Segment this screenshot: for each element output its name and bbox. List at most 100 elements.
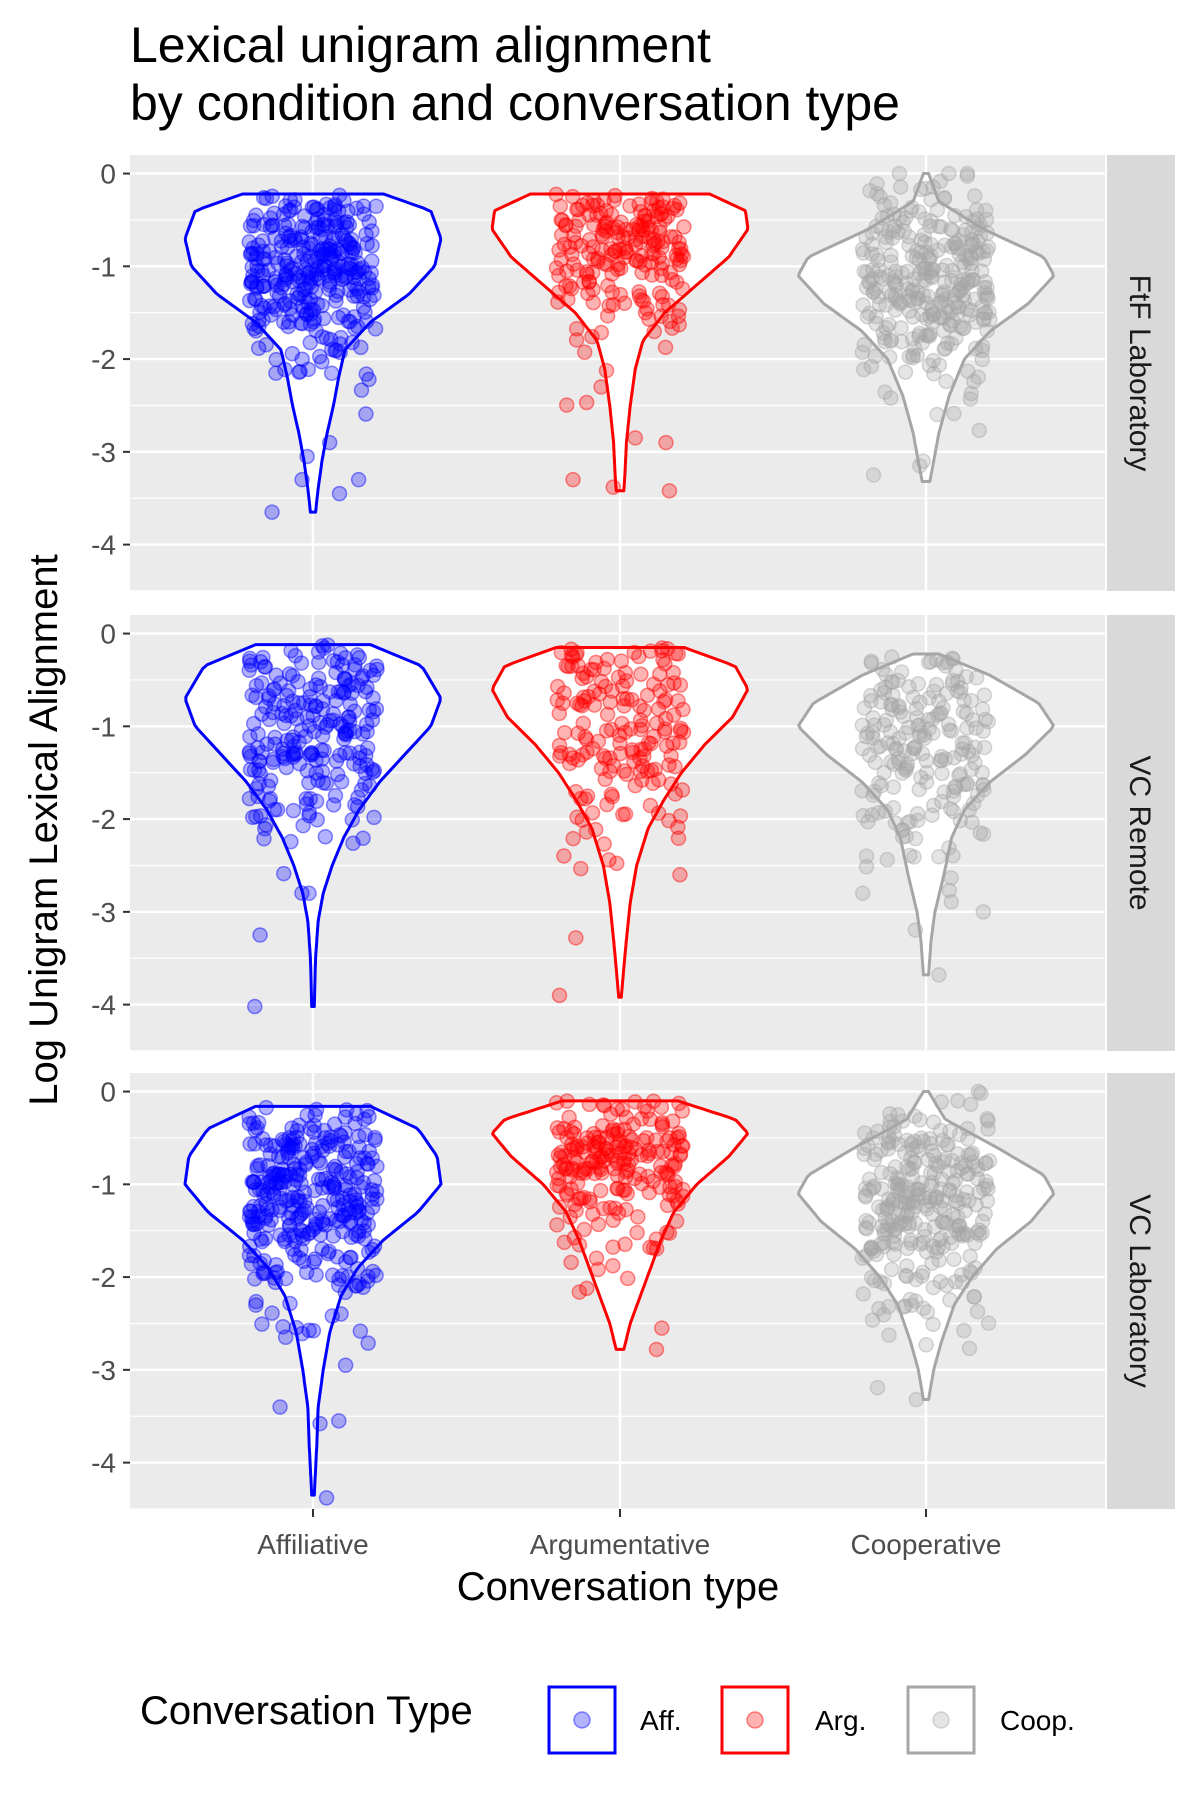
data-point [875, 325, 891, 341]
data-point [364, 237, 380, 254]
data-point [655, 297, 671, 313]
data-point [979, 322, 995, 339]
data-point [619, 1270, 636, 1287]
data-point [896, 223, 912, 239]
data-point [303, 745, 320, 761]
data-point [856, 336, 872, 353]
data-point [310, 670, 327, 687]
data-point [675, 701, 691, 718]
data-point [909, 806, 926, 822]
data-point [327, 260, 343, 277]
data-point [318, 330, 335, 347]
data-point [937, 340, 953, 357]
data-point [280, 683, 297, 699]
data-point [881, 1327, 897, 1343]
data-point [911, 204, 927, 220]
data-point [301, 775, 317, 791]
data-point [974, 342, 990, 359]
data-point [923, 264, 939, 281]
data-point [581, 274, 597, 290]
data-point [291, 364, 307, 380]
data-point [577, 729, 594, 745]
data-point [334, 245, 350, 261]
data-point [592, 205, 609, 222]
data-point [637, 304, 654, 321]
data-point [553, 251, 570, 268]
data-point [556, 724, 573, 741]
data-point [923, 236, 939, 253]
data-point [885, 1191, 902, 1208]
data-point [959, 165, 976, 182]
data-point [341, 677, 357, 694]
data-point [873, 1181, 890, 1197]
data-point [605, 1239, 621, 1255]
data-point [365, 667, 382, 683]
data-point [981, 304, 997, 320]
data-point [602, 750, 618, 766]
data-point [294, 351, 310, 367]
data-point [327, 230, 343, 246]
data-point [579, 1280, 595, 1297]
data-point [865, 284, 881, 301]
data-point [901, 1218, 917, 1235]
data-point [951, 246, 968, 263]
data-point [966, 1288, 983, 1305]
data-point [256, 830, 272, 847]
data-point [364, 223, 380, 239]
data-point [305, 302, 322, 318]
data-point [872, 188, 888, 205]
data-point [303, 270, 320, 287]
data-point [359, 756, 375, 773]
data-point [316, 742, 332, 759]
data-point [338, 726, 354, 743]
data-point [970, 1083, 987, 1100]
data-point [616, 698, 632, 714]
data-point [275, 748, 291, 765]
data-point [343, 261, 359, 277]
data-point [281, 314, 297, 330]
data-point [618, 244, 635, 260]
y-tick-label: -1 [91, 251, 116, 282]
data-point [962, 273, 978, 290]
y-tick-label: -2 [91, 804, 116, 835]
data-point [870, 252, 886, 269]
data-point [314, 763, 331, 780]
data-point [963, 238, 980, 255]
data-point [932, 295, 949, 311]
data-point [565, 830, 581, 847]
data-point [295, 817, 311, 834]
data-point [336, 670, 353, 687]
data-point [975, 904, 992, 920]
data-point [291, 269, 308, 285]
data-point [599, 706, 616, 723]
data-point [893, 294, 909, 311]
data-point [952, 282, 969, 299]
data-point [346, 755, 362, 772]
data-point [246, 762, 263, 778]
data-point [944, 1152, 960, 1169]
data-point [633, 292, 650, 308]
data-point [976, 1180, 992, 1197]
data-point [918, 764, 935, 781]
data-point [964, 232, 980, 248]
data-point [249, 263, 266, 279]
data-point [862, 182, 878, 199]
data-point [972, 825, 989, 841]
data-point [979, 287, 996, 303]
data-point [594, 226, 610, 243]
data-point [640, 735, 657, 751]
data-point [878, 320, 894, 336]
data-point [368, 198, 384, 215]
data-point [657, 339, 674, 356]
data-point [901, 303, 918, 320]
data-point [315, 246, 331, 262]
data-point [936, 341, 953, 358]
data-point [858, 279, 875, 296]
data-point [863, 687, 879, 704]
data-point [864, 724, 881, 741]
data-point [925, 365, 942, 382]
data-point [671, 240, 687, 257]
data-point [254, 1130, 271, 1147]
legend: Conversation Type Aff. Arg. Coop. [140, 1685, 1075, 1755]
y-tick-label: -2 [91, 1262, 116, 1293]
